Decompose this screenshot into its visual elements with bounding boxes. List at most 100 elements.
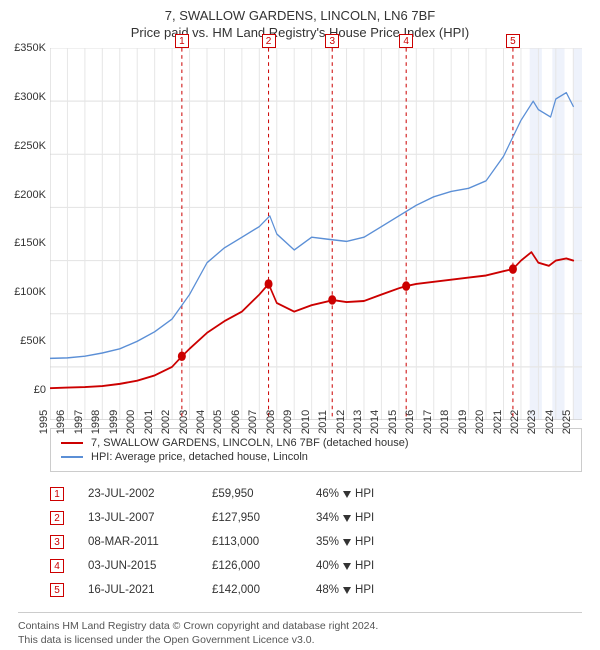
arrow-down-icon [343,587,351,594]
transaction-marker: 2 [50,511,64,525]
footer-line-1: Contains HM Land Registry data © Crown c… [18,619,582,633]
transaction-date: 08-MAR-2011 [88,536,188,548]
arrow-down-icon [343,539,351,546]
transaction-price: £126,000 [212,560,292,572]
chart-area: £0£50K£100K£150K£200K£250K£300K£350K 199… [50,48,582,420]
x-tick-label: 1995 [38,410,50,434]
transaction-diff: 48% HPI [316,584,374,596]
x-tick-label: 1996 [55,410,67,434]
transaction-price: £127,950 [212,512,292,524]
transaction-date: 23-JUL-2002 [88,488,188,500]
x-tick-label: 2006 [230,410,242,434]
x-tick-label: 2018 [439,410,451,434]
footer: Contains HM Land Registry data © Crown c… [18,612,582,647]
transaction-date: 13-JUL-2007 [88,512,188,524]
y-tick-label: £250K [2,140,46,152]
transaction-diff: 35% HPI [316,536,374,548]
event-marker-box: 3 [325,34,339,48]
y-tick-label: £50K [2,335,46,347]
x-tick-label: 2012 [335,410,347,434]
transaction-marker: 1 [50,487,64,501]
transaction-diff-pct: 35% [316,536,339,548]
transaction-date: 03-JUN-2015 [88,560,188,572]
x-tick-label: 1998 [90,410,102,434]
x-tick-label: 2024 [544,410,556,434]
transaction-diff: 46% HPI [316,488,374,500]
legend-item: 7, SWALLOW GARDENS, LINCOLN, LN6 7BF (de… [61,437,571,449]
transaction-marker: 3 [50,535,64,549]
x-tick-label: 2017 [422,410,434,434]
transaction-price: £113,000 [212,536,292,548]
x-tick-label: 2003 [178,410,190,434]
legend: 7, SWALLOW GARDENS, LINCOLN, LN6 7BF (de… [50,428,582,472]
transaction-row: 3 08-MAR-2011 £113,000 35% HPI [50,530,582,554]
transaction-diff-suffix: HPI [355,560,374,572]
y-tick-label: £350K [2,42,46,54]
x-tick-label: 2002 [160,410,172,434]
legend-item: HPI: Average price, detached house, Linc… [61,451,571,463]
x-tick-label: 2014 [369,410,381,434]
x-tick-label: 2025 [561,410,573,434]
y-tick-label: £100K [2,286,46,298]
x-tick-label: 1999 [108,410,120,434]
transaction-diff-pct: 40% [316,560,339,572]
chart-title: 7, SWALLOW GARDENS, LINCOLN, LN6 7BF [10,8,590,23]
transaction-row: 1 23-JUL-2002 £59,950 46% HPI [50,482,582,506]
transaction-marker: 4 [50,559,64,573]
y-tick-label: £150K [2,237,46,249]
y-tick-label: £0 [2,384,46,396]
transaction-marker: 5 [50,583,64,597]
transaction-diff-suffix: HPI [355,512,374,524]
event-marker-box: 1 [175,34,189,48]
y-axis-labels: £0£50K£100K£150K£200K£250K£300K£350K [2,48,46,390]
transaction-diff: 40% HPI [316,560,374,572]
x-tick-label: 1997 [73,410,85,434]
event-marker-box: 4 [399,34,413,48]
x-tick-label: 2020 [474,410,486,434]
x-tick-label: 2021 [492,410,504,434]
transaction-diff-pct: 34% [316,512,339,524]
arrow-down-icon [343,515,351,522]
x-tick-label: 2015 [387,410,399,434]
event-marker-box: 5 [506,34,520,48]
transaction-diff-suffix: HPI [355,488,374,500]
x-tick-label: 2023 [526,410,538,434]
x-tick-label: 2004 [195,410,207,434]
legend-swatch [61,442,83,444]
arrow-down-icon [343,491,351,498]
transaction-date: 16-JUL-2021 [88,584,188,596]
x-tick-label: 2011 [317,410,329,434]
legend-label: 7, SWALLOW GARDENS, LINCOLN, LN6 7BF (de… [91,437,409,449]
y-tick-label: £300K [2,91,46,103]
x-tick-label: 2009 [282,410,294,434]
chart-svg [50,48,582,420]
transaction-price: £142,000 [212,584,292,596]
transaction-row: 4 03-JUN-2015 £126,000 40% HPI [50,554,582,578]
transaction-row: 5 16-JUL-2021 £142,000 48% HPI [50,578,582,602]
x-tick-label: 2010 [300,410,312,434]
x-tick-label: 2007 [247,410,259,434]
transactions-table: 1 23-JUL-2002 £59,950 46% HPI 2 13-JUL-2007 £12… [50,482,582,602]
transaction-diff-pct: 48% [316,584,339,596]
x-axis-labels: 1995199619971998199920002001200220032004… [50,388,582,422]
transaction-diff-pct: 46% [316,488,339,500]
chart-subtitle: Price paid vs. HM Land Registry's House … [10,25,590,40]
x-tick-label: 2008 [265,410,277,434]
x-tick-label: 2013 [352,410,364,434]
arrow-down-icon [343,563,351,570]
legend-label: HPI: Average price, detached house, Linc… [91,451,308,463]
x-tick-label: 2000 [125,410,137,434]
transaction-diff: 34% HPI [316,512,374,524]
footer-line-2: This data is licensed under the Open Gov… [18,633,582,647]
x-tick-label: 2022 [509,410,521,434]
x-tick-label: 2016 [404,410,416,434]
x-tick-label: 2019 [457,410,469,434]
transaction-diff-suffix: HPI [355,584,374,596]
transaction-price: £59,950 [212,488,292,500]
x-tick-label: 2001 [143,410,155,434]
event-marker-box: 2 [262,34,276,48]
legend-swatch [61,456,83,458]
y-tick-label: £200K [2,189,46,201]
transaction-row: 2 13-JUL-2007 £127,950 34% HPI [50,506,582,530]
transaction-diff-suffix: HPI [355,536,374,548]
